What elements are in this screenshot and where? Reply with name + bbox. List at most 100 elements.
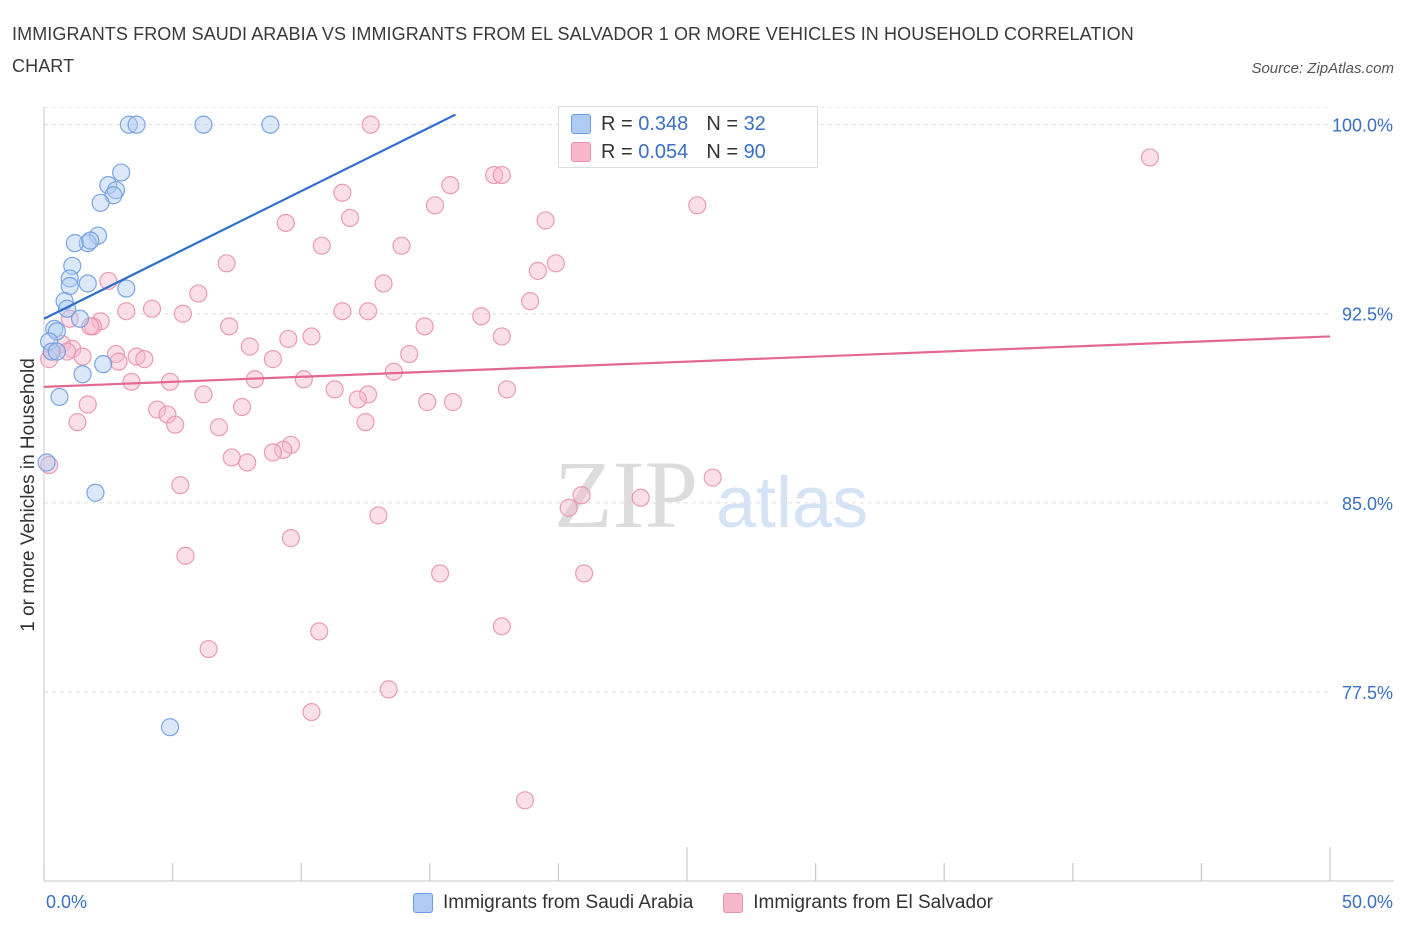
el-salvador-point (310, 622, 329, 641)
watermark: ZIP atlas (554, 441, 868, 548)
el-salvador-point (63, 339, 82, 359)
el-salvador-point (492, 327, 511, 346)
saudi-arabia-point (194, 115, 213, 134)
watermark-atlas: atlas (716, 463, 868, 543)
el-salvador-point (384, 362, 403, 381)
el-salvador-point (325, 380, 344, 399)
chart-title: IMMIGRANTS FROM SAUDI ARABIA VS IMMIGRAN… (12, 24, 1134, 76)
el-salvador-point (333, 183, 352, 202)
stats-swatch-pink (571, 142, 591, 162)
source-label: Source: ZipAtlas.com (1251, 60, 1394, 77)
el-salvador-point (166, 415, 185, 434)
el-salvador-point (441, 176, 460, 195)
stats-n-value: 32 (743, 112, 766, 135)
el-salvador-point (492, 165, 511, 185)
saudi-arabia-point (42, 342, 61, 361)
el-salvador-point (374, 274, 393, 293)
el-salvador-point (302, 327, 321, 346)
el-salvador-point (68, 413, 87, 432)
el-salvador-point (81, 317, 100, 336)
legend-item-el-salvador[interactable]: Immigrants from El Salvador (723, 892, 993, 914)
y-tick-label: 85.0% (1342, 494, 1393, 514)
el-salvador-point (379, 680, 398, 699)
saudi-arabia-point (60, 276, 79, 296)
saudi-arabia-point (78, 234, 97, 253)
series-saudi-arabia-points (37, 115, 280, 737)
el-salvador-point (122, 372, 141, 391)
el-salvador-point (148, 400, 167, 419)
el-salvador-point (276, 213, 295, 233)
el-salvador-point (358, 385, 378, 404)
el-salvador-point (232, 397, 252, 417)
el-salvador-point (572, 486, 591, 505)
el-salvador-point (348, 390, 367, 409)
stats-swatch-blue (571, 114, 591, 134)
el-salvador-point (497, 380, 517, 399)
saudi-arabia-point (160, 718, 180, 737)
saudi-arabia-point (117, 279, 136, 298)
legend-label-el-salvador: Immigrants from El Salvador (753, 892, 993, 913)
el-salvador-point (135, 350, 154, 369)
saudi-arabia-point (47, 342, 66, 361)
el-salvador-point (158, 405, 177, 424)
y-tick-label: 100.0% (1332, 116, 1393, 136)
stats-r-label: R = (601, 140, 633, 163)
saudi-arabia-point (60, 269, 79, 288)
saudi-arabia-point (112, 163, 131, 182)
legend-label-saudi-arabia: Immigrants from Saudi Arabia (443, 892, 694, 913)
el-salvador-point (209, 418, 228, 437)
stats-row-saudi-arabia: R = 0.348 N = 32 (571, 110, 766, 138)
el-salvador-point (173, 304, 192, 323)
el-salvador-point (194, 385, 213, 404)
trend-line-saudi-arabia (43, 113, 457, 320)
saudi-arabia-point (78, 274, 97, 293)
el-salvador-point (369, 506, 388, 525)
saudi-arabia-point (119, 115, 138, 134)
el-salvador-point (222, 448, 241, 467)
el-salvador-point (546, 254, 565, 273)
saudi-arabia-point (94, 355, 113, 374)
stats-n-value: 90 (743, 140, 766, 163)
x-tick-label-max: 50.0% (1342, 892, 1393, 912)
y-tick-label: 77.5% (1342, 683, 1393, 703)
el-salvador-point (312, 236, 331, 255)
el-salvador-point (302, 702, 321, 722)
stats-n-label: N = (706, 112, 738, 135)
el-salvador-point (199, 639, 218, 659)
el-salvador-point (333, 302, 352, 321)
saudi-arabia-point (65, 234, 84, 253)
legend-item-saudi-arabia[interactable]: Immigrants from Saudi Arabia (413, 892, 693, 914)
el-salvador-point (575, 564, 594, 583)
stats-box: R = 0.348 N = 32 R = 0.054 N = 90 (558, 106, 818, 168)
saudi-arabia-point (37, 453, 56, 472)
el-salvador-point (703, 468, 722, 487)
el-salvador-point (418, 392, 437, 412)
axes (43, 107, 1394, 882)
el-salvador-point (631, 488, 650, 507)
el-salvador-point (340, 208, 360, 228)
saudi-arabia-point (47, 322, 66, 341)
el-salvador-point (400, 344, 419, 364)
legend-swatch-blue (413, 893, 434, 913)
el-salvador-point (559, 498, 578, 517)
el-salvador-point (415, 317, 434, 336)
trend-lines (43, 113, 1331, 388)
el-salvador-point (109, 352, 128, 371)
el-salvador-point (117, 302, 136, 321)
el-salvador-point (392, 236, 411, 255)
el-salvador-point (356, 413, 375, 432)
saudi-arabia-point (86, 483, 105, 502)
el-salvador-point (263, 350, 283, 369)
el-salvador-point (281, 529, 301, 548)
el-salvador-point (425, 196, 445, 215)
y-axis-label: 1 or more Vehicles in Household (18, 358, 39, 632)
y-tick-label: 92.5% (1342, 305, 1393, 325)
stats-r-label: R = (601, 112, 633, 135)
el-salvador-point (358, 302, 378, 321)
el-salvador-point (238, 453, 257, 472)
stats-n-label: N = (706, 140, 738, 163)
y-tick-labels: 100.0% 92.5% 85.0% 77.5% (1332, 116, 1393, 703)
el-salvador-point (528, 261, 547, 280)
stats-r-value: 0.348 (638, 112, 689, 135)
el-salvador-point (171, 476, 190, 495)
